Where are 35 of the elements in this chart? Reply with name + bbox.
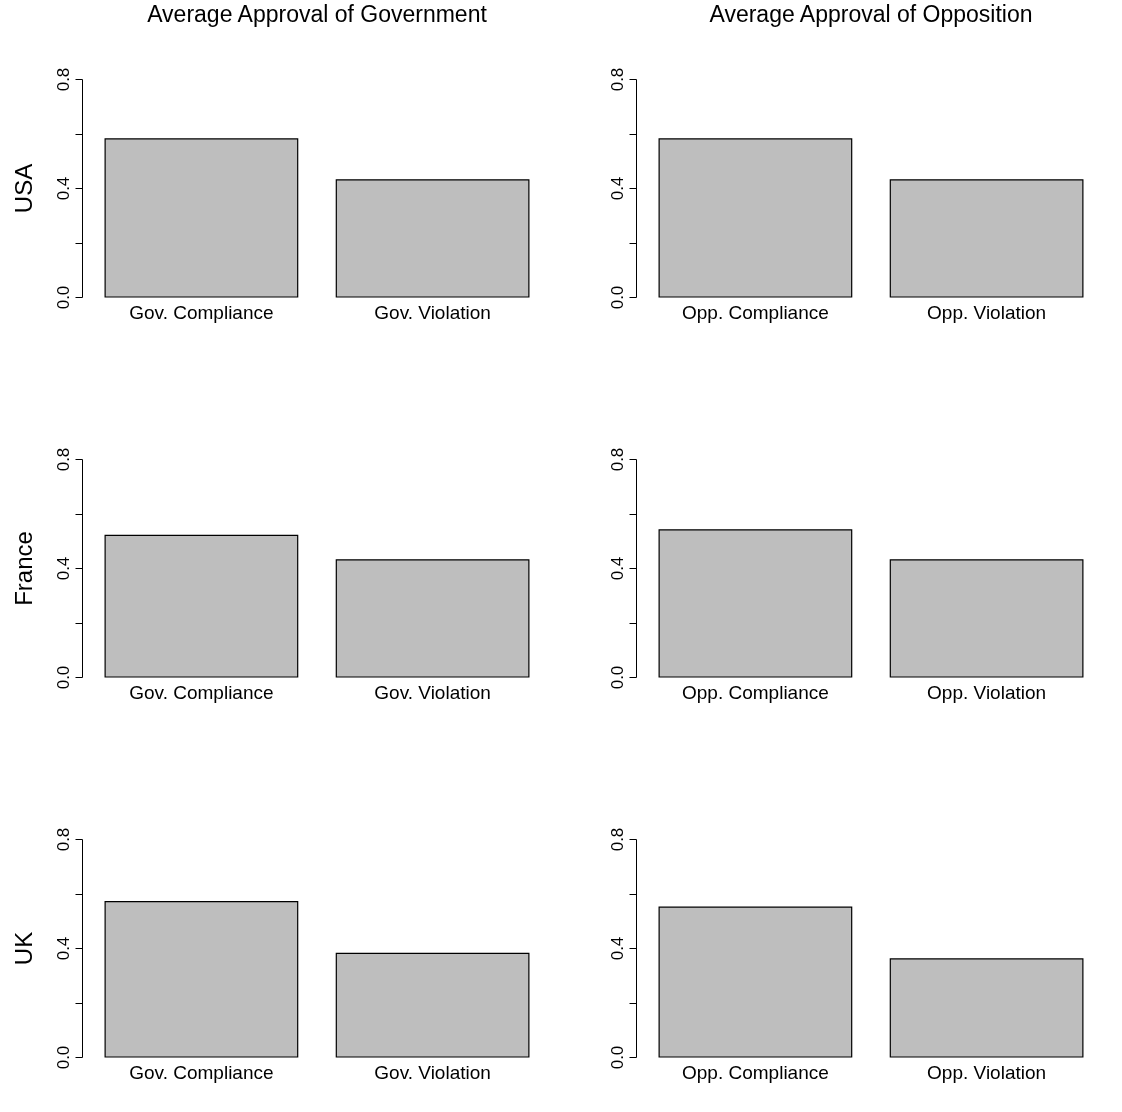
y-axis-title: UK bbox=[9, 931, 37, 966]
y-tick-label: 0.0 bbox=[53, 285, 73, 310]
y-tick-label: 0.0 bbox=[53, 1045, 73, 1070]
x-tick-label: Gov. Compliance bbox=[129, 301, 274, 323]
y-tick-label: 0.4 bbox=[607, 556, 627, 581]
y-tick-label: 0.4 bbox=[53, 556, 73, 581]
x-tick-label: Gov. Compliance bbox=[129, 681, 274, 703]
y-axis-title: France bbox=[9, 531, 37, 606]
y-tick-label: 0.0 bbox=[607, 665, 627, 690]
x-tick-label: Gov. Compliance bbox=[129, 1061, 274, 1083]
x-tick-label: Opp. Compliance bbox=[682, 1061, 829, 1083]
y-tick-label: 0.4 bbox=[53, 176, 73, 201]
y-tick-label: 0.4 bbox=[607, 176, 627, 201]
y-tick-label: 0.8 bbox=[53, 67, 73, 92]
x-tick-label: Opp. Violation bbox=[927, 1061, 1047, 1083]
y-tick-label: 0.8 bbox=[607, 827, 627, 852]
x-tick-label: Gov. Violation bbox=[374, 1061, 491, 1083]
y-tick-label: 0.4 bbox=[607, 936, 627, 961]
y-axis-title: USA bbox=[9, 163, 37, 214]
y-tick-label: 0.8 bbox=[53, 827, 73, 852]
y-tick-label: 0.8 bbox=[607, 447, 627, 472]
chart-title: Average Approval of Government bbox=[147, 1, 488, 28]
y-tick-label: 0.4 bbox=[53, 936, 73, 961]
x-tick-label: Gov. Violation bbox=[374, 301, 491, 323]
x-tick-label: Opp. Compliance bbox=[682, 681, 829, 703]
y-tick-label: 0.0 bbox=[53, 665, 73, 690]
y-tick-label: 0.8 bbox=[53, 447, 73, 472]
y-tick-label: 0.8 bbox=[607, 67, 627, 92]
x-tick-label: Opp. Violation bbox=[927, 681, 1047, 703]
y-tick-label: 0.0 bbox=[607, 1045, 627, 1070]
chart-title: Average Approval of Opposition bbox=[709, 1, 1033, 28]
y-tick-label: 0.0 bbox=[607, 285, 627, 310]
x-tick-label: Gov. Violation bbox=[374, 681, 491, 703]
x-tick-label: Opp. Compliance bbox=[682, 301, 829, 323]
x-tick-label: Opp. Violation bbox=[927, 301, 1047, 323]
